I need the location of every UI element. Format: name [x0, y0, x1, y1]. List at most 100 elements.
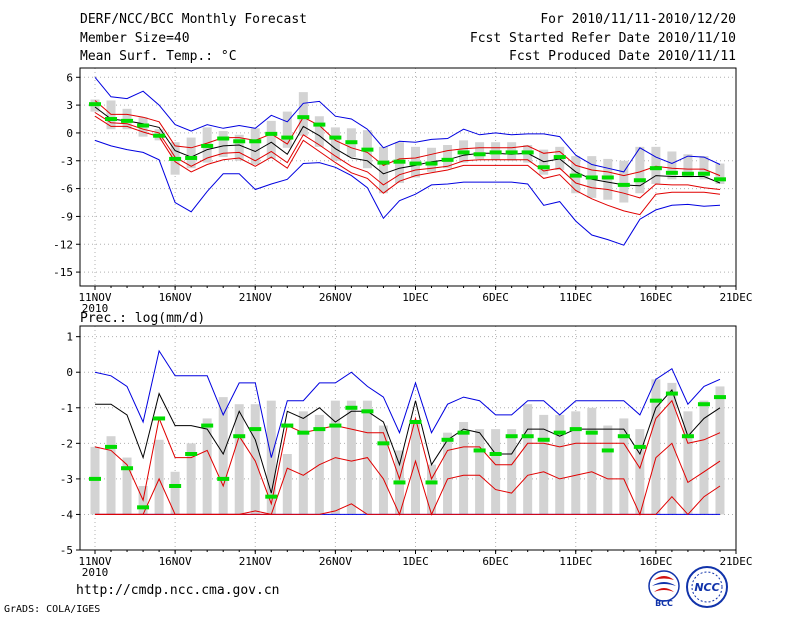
temp-ytick-label: 3	[66, 99, 73, 112]
ncc-logo-text: NCC	[694, 581, 719, 594]
grads-credit: GrADS: COLA/IGES	[4, 604, 101, 615]
precip-label: Prec.: log(mm/d)	[80, 311, 206, 326]
prec-box	[683, 411, 693, 515]
prec-median-marker	[281, 423, 294, 428]
prec-box	[635, 429, 645, 515]
prec-box	[427, 464, 437, 515]
temp-box	[683, 154, 693, 178]
temp-box	[475, 142, 485, 159]
temp-box	[427, 147, 437, 172]
prec-median-marker	[697, 402, 710, 407]
temp-box	[651, 146, 661, 184]
temp-median-marker	[281, 135, 294, 140]
temp-band-upper-line	[94, 100, 721, 177]
prec-median-marker	[393, 480, 406, 485]
chart-title: DERF/NCC/BCC Monthly Forecast	[80, 12, 307, 27]
forecast-period: For 2010/11/11-2010/12/20	[540, 12, 736, 27]
temp-ytick-label: -12	[53, 238, 73, 251]
prec-ytick-label: 1	[66, 331, 73, 344]
member-size: Member Size=40	[80, 31, 190, 46]
prec-ytick-label: -3	[60, 473, 73, 486]
temp-ytick-label: -6	[60, 183, 73, 196]
prec-band-outer-line	[95, 485, 721, 516]
prec-median-marker	[409, 420, 422, 424]
prec-median-marker	[137, 505, 150, 510]
prec-median-marker	[633, 444, 646, 449]
temp-box	[186, 137, 196, 169]
prec-median-marker	[713, 395, 726, 400]
temp-panel: 6 3 0 -3 -6 -9 -12 -15 11NOV 16NOV 21NOV 26NOV 1DEC 6…	[53, 67, 753, 315]
temp-median-marker	[137, 123, 150, 128]
temp-median-marker	[585, 175, 598, 180]
prec-median-marker	[537, 437, 550, 442]
prec-xtick-label: 21DEC	[719, 555, 752, 568]
prec-median-marker	[681, 434, 694, 439]
temp-median-marker	[409, 161, 422, 166]
prec-band-upper-line	[94, 399, 721, 506]
prec-box	[603, 425, 613, 515]
prec-median-marker	[329, 423, 342, 428]
temp-median-marker	[361, 147, 374, 152]
prec-median-marker	[665, 391, 678, 396]
temp-envelope-max-line	[94, 76, 721, 173]
prec-box	[250, 404, 260, 515]
prec-box	[106, 436, 116, 515]
temp-median-marker	[617, 182, 630, 187]
temp-median-marker	[89, 102, 101, 107]
prec-envelope-max-line	[94, 349, 721, 458]
temp-median-marker	[217, 136, 230, 141]
temp-xtick-label: 16NOV	[159, 291, 192, 304]
temp-box	[234, 134, 244, 161]
temp-ytick-label: -9	[60, 210, 73, 223]
prec-median-marker	[265, 494, 278, 499]
temp-median-marker	[489, 150, 502, 155]
prec-box	[170, 471, 180, 515]
temp-xtick-label: 21NOV	[239, 291, 272, 304]
temp-box	[282, 111, 292, 148]
temp-median-marker	[713, 177, 726, 182]
temp-median-marker	[153, 133, 166, 138]
prec-ytick-label: -4	[60, 508, 74, 521]
temp-ytick-label: 6	[66, 71, 73, 84]
prec-median-marker	[649, 398, 662, 403]
prec-box	[202, 418, 212, 515]
temp-median-marker	[393, 159, 406, 164]
temp-median-marker	[249, 139, 262, 144]
prec-median-marker	[233, 434, 246, 439]
bcc-logo: BCC	[648, 570, 680, 608]
prec-median-marker	[185, 452, 198, 456]
prec-xtick-label: 1DEC	[402, 555, 429, 568]
temp-median-marker	[633, 178, 646, 183]
temp-median-marker	[233, 139, 246, 144]
prec-box	[667, 382, 677, 515]
prec-box	[699, 400, 709, 515]
temp-median-marker	[185, 155, 198, 160]
prec-xtick-label: 11NOV	[78, 555, 111, 568]
prec-ytick-label: -5	[60, 544, 73, 557]
temp-band-outer-line	[94, 115, 721, 216]
prec-median-marker	[553, 430, 566, 435]
temp-xtick-label: 1DEC	[402, 291, 429, 304]
temp-box	[266, 120, 276, 159]
prec-box	[282, 454, 292, 515]
prec-box	[378, 425, 388, 515]
prec-median-marker	[473, 448, 486, 453]
temp-median-marker	[345, 140, 358, 145]
prec-median-marker	[425, 480, 438, 485]
temp-median-marker	[169, 156, 182, 161]
temp-median-marker	[457, 150, 470, 155]
footer-url[interactable]: http://cmdp.ncc.cma.gov.cn	[76, 583, 280, 598]
prec-median-marker	[153, 416, 166, 421]
prec-xtick-label: 26NOV	[319, 555, 352, 568]
prec-median-marker	[441, 437, 454, 442]
prec-box	[523, 404, 533, 515]
temp-xtick-label: 11DEC	[559, 291, 592, 304]
temp-median-marker	[425, 161, 438, 166]
temp-median-marker	[473, 152, 486, 157]
prec-xtick-label: 16DEC	[639, 555, 672, 568]
prec-box	[555, 414, 565, 515]
prec-median-marker	[617, 434, 630, 439]
prec-box	[507, 429, 517, 515]
prec-median-marker	[201, 423, 214, 428]
